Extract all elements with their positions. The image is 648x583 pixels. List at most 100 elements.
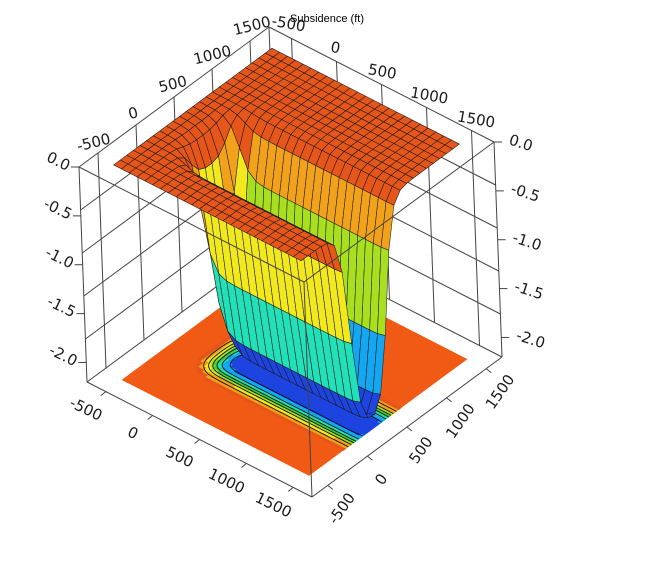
contour-line xyxy=(299,412,303,415)
contour-line xyxy=(240,385,245,388)
contour-line xyxy=(379,415,384,418)
back-grid-line xyxy=(97,152,107,369)
contour-line xyxy=(329,436,333,440)
contour-line xyxy=(221,362,224,365)
contour-line xyxy=(316,430,321,433)
contour-line xyxy=(304,420,308,423)
contour-line xyxy=(352,439,357,442)
contour-line xyxy=(265,386,269,390)
contour-line xyxy=(247,391,252,394)
contour-line xyxy=(226,380,230,383)
contour-line xyxy=(229,365,233,369)
contour-line xyxy=(271,389,276,393)
contour-line xyxy=(375,418,380,421)
contour-line xyxy=(382,413,386,416)
contour-line xyxy=(350,440,354,444)
y-tick-mark xyxy=(446,397,452,403)
contour-line xyxy=(279,407,283,410)
contour-line xyxy=(258,383,263,386)
contour-line xyxy=(318,413,322,417)
x-tick-label-top: 0 xyxy=(329,38,342,57)
contour-line xyxy=(352,435,356,439)
box-left-vertical-edge xyxy=(78,166,88,383)
contour-line xyxy=(336,427,340,431)
contour-line xyxy=(254,394,258,398)
contour-line xyxy=(244,386,248,390)
contour-line xyxy=(221,371,226,375)
contour-line xyxy=(284,407,289,410)
contour-line xyxy=(322,426,326,429)
contour-line xyxy=(243,383,247,386)
contour-line xyxy=(244,393,249,397)
contour-line xyxy=(359,434,364,437)
contour-line xyxy=(381,410,386,413)
contour-line xyxy=(318,421,322,425)
contour-line xyxy=(311,414,315,418)
z-tick-label-left: -1.0 xyxy=(43,243,77,272)
contour-line xyxy=(341,443,346,446)
x-tick-label-top: -500 xyxy=(270,12,307,36)
contour-line xyxy=(208,366,210,369)
contour-line xyxy=(233,374,237,378)
contour-line xyxy=(298,420,302,424)
contour-line xyxy=(244,389,249,393)
y-tick-label-top: 0 xyxy=(126,103,140,123)
contour-line xyxy=(333,426,337,429)
contour-line xyxy=(287,397,291,401)
contour-line xyxy=(347,439,351,442)
contour-line xyxy=(277,400,282,404)
contour-line xyxy=(226,384,230,387)
contour-line xyxy=(246,384,250,388)
contour-line xyxy=(255,389,260,393)
contour-line xyxy=(273,395,278,399)
contour-line xyxy=(229,385,233,389)
x-tick-mark xyxy=(241,463,247,468)
contour-line xyxy=(262,385,266,388)
contour-line xyxy=(236,376,241,380)
contour-line xyxy=(255,386,259,389)
contour-line xyxy=(222,375,226,378)
y-tick-label-top: 1500 xyxy=(231,12,272,39)
contour-line xyxy=(247,388,251,391)
contour-line xyxy=(299,404,304,407)
contour-line xyxy=(301,418,305,422)
x-tick-mark xyxy=(194,439,200,444)
contour-line xyxy=(269,399,273,402)
contour-line xyxy=(238,354,242,357)
contour-line xyxy=(222,343,226,347)
contour-line xyxy=(276,405,280,409)
contour-line xyxy=(390,407,394,411)
contour-line xyxy=(298,408,303,411)
y-tick-label-top: -500 xyxy=(75,130,112,156)
contour-line xyxy=(220,349,224,352)
contour-line xyxy=(343,434,347,437)
contour-line xyxy=(270,394,275,397)
contour-line xyxy=(288,412,293,415)
x-tick-label-bottom: 1000 xyxy=(205,465,247,498)
contour-line xyxy=(220,380,224,384)
contour-line xyxy=(272,404,277,407)
contour-line xyxy=(384,411,389,415)
contour-line xyxy=(248,395,252,398)
contour-line xyxy=(327,422,331,426)
contour-line xyxy=(256,393,261,396)
contour-line xyxy=(228,378,233,382)
x-tick-label-bottom: 1500 xyxy=(252,488,294,521)
contour-line xyxy=(232,383,236,386)
contour-line xyxy=(214,369,218,373)
contour-line xyxy=(238,386,243,390)
contour-line xyxy=(280,394,285,397)
contour-line xyxy=(229,347,233,350)
contour-line xyxy=(304,424,308,427)
contour-line xyxy=(324,424,328,428)
contour-line xyxy=(212,362,214,365)
contour-line xyxy=(317,418,322,421)
contour-line xyxy=(292,405,297,408)
contour-line xyxy=(222,367,226,371)
contour-line xyxy=(315,412,319,415)
contour-line xyxy=(224,357,228,361)
contour-line xyxy=(332,438,337,441)
contour-line xyxy=(296,402,301,405)
contour-line xyxy=(345,432,350,435)
